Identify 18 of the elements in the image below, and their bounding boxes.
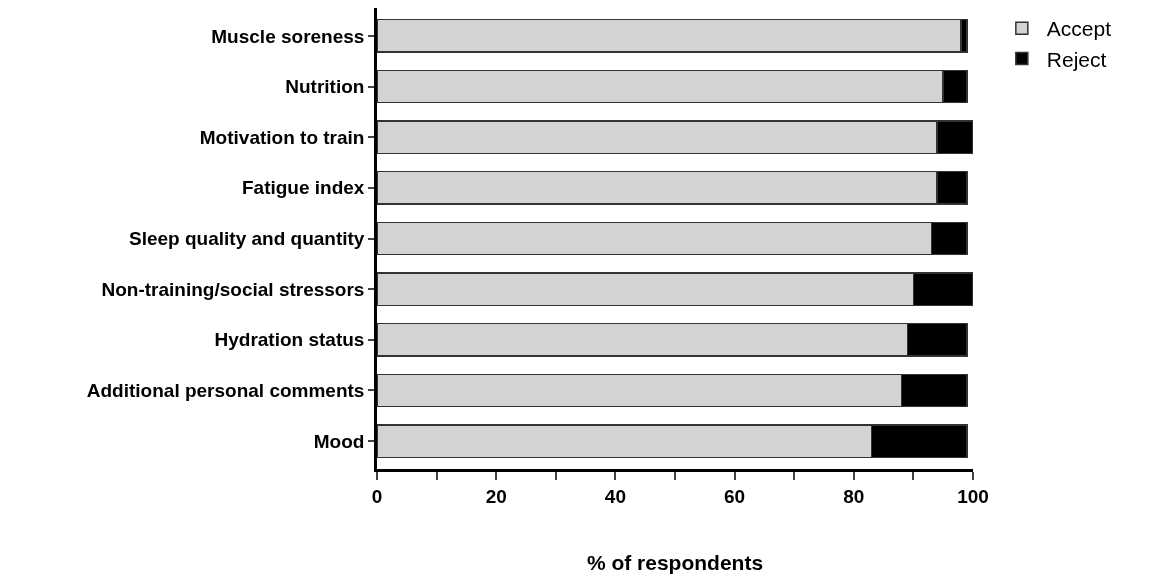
y-tick-label: Fatigue index (241, 177, 365, 199)
x-tick-label: 80 (843, 485, 865, 507)
x-tick-label: 20 (485, 485, 507, 507)
y-tick-label: Non-training/social stressors (101, 278, 365, 300)
y-tick-label: Additional personal comments (86, 380, 365, 402)
y-tick-label: Hydration status (214, 329, 365, 351)
legend-label: Reject (1046, 47, 1107, 71)
legend-label: Accept (1046, 17, 1112, 41)
y-tick-label: Motivation to train (199, 126, 365, 148)
x-axis-title: % of respondents (586, 550, 764, 574)
x-tick-label: 0 (371, 485, 383, 507)
x-tick-label: 100 (957, 485, 989, 507)
y-tick-label: Sleep quality and quantity (129, 228, 365, 250)
x-tick-label: 60 (724, 485, 746, 507)
y-tick-label: Muscle soreness (211, 25, 365, 47)
x-tick-label: 40 (604, 485, 626, 507)
y-tick-label: Nutrition (285, 76, 365, 98)
y-tick-label: Mood (313, 430, 365, 452)
